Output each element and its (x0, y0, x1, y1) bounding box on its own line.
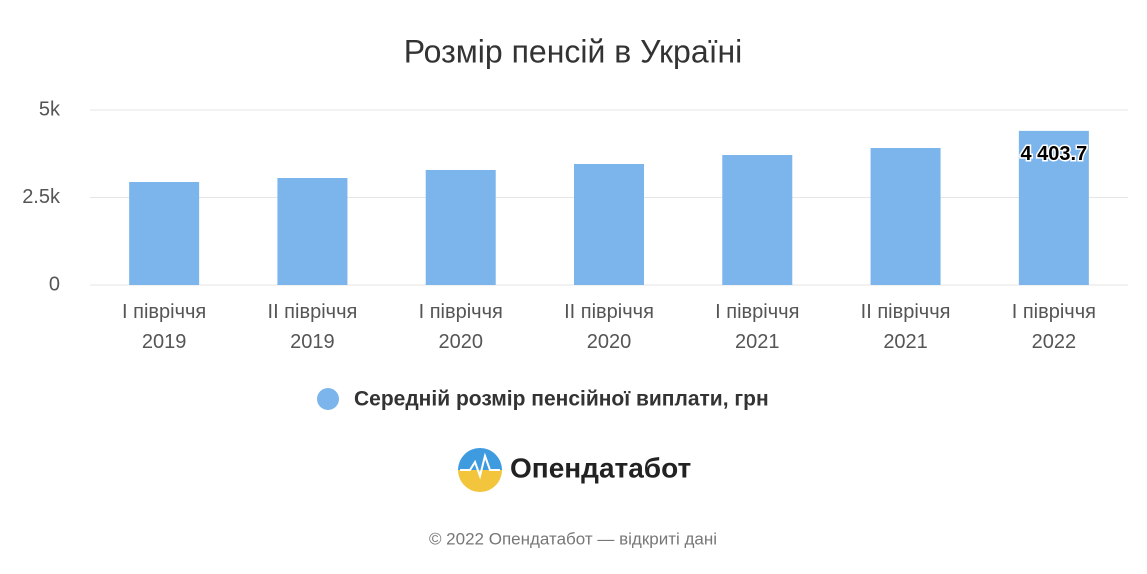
y-tick-label: 5k (39, 98, 61, 120)
x-tick-label: ІІ півріччя 2021 (860, 301, 951, 353)
bar (277, 178, 348, 285)
footer: © 2022 Опендатабот — відкриті дані (429, 529, 717, 548)
x-tick-label: ІІ півріччя 2020 (564, 301, 654, 353)
bar (574, 164, 644, 285)
x-tick-label: І півріччя 2021 (715, 301, 800, 353)
legend-marker (317, 388, 339, 410)
bar (425, 169, 496, 285)
x-tick-label: ІІ півріччя 2019 (267, 301, 358, 353)
x-tick-label: І півріччя 2022 (1011, 301, 1096, 353)
bar (129, 181, 200, 285)
logo-icon (458, 448, 502, 492)
logo-text: Опендатабот (510, 452, 691, 483)
x-tick-label: І півріччя 2020 (418, 301, 503, 353)
x-tick-label: І півріччя 2019 (122, 301, 207, 353)
bar (870, 148, 941, 285)
chart-title: Розмір пенсій в Україні (404, 33, 743, 69)
legend-label: Середній розмір пенсійної виплати, грн (354, 388, 769, 411)
bar (1018, 130, 1089, 285)
logo-line (460, 452, 500, 480)
data-label: 4 403.7 (1020, 143, 1087, 165)
y-tick-label: 0 (49, 273, 60, 295)
y-tick-label: 2.5k (22, 186, 61, 208)
bar (722, 155, 793, 285)
